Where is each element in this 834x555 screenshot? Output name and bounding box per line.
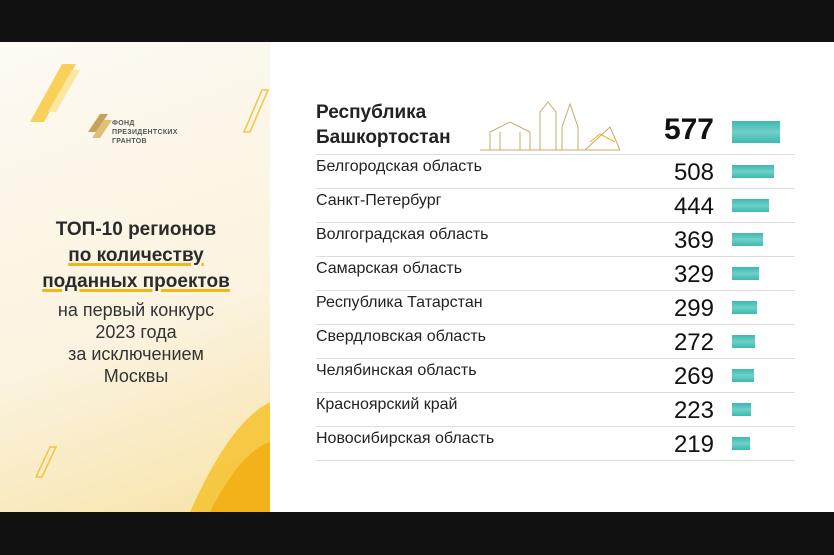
logo-text: ГРАНТОВ [112, 138, 147, 145]
row-separator [316, 290, 795, 291]
decor-shape [48, 70, 80, 112]
value-label: 299 [673, 295, 714, 322]
value-label: 577 [663, 113, 714, 146]
category-label: Челябинская область [316, 362, 477, 379]
bar [732, 300, 757, 314]
value-label: 369 [673, 227, 714, 254]
value-label: 219 [673, 431, 714, 458]
subtitle-line: 2023 года [95, 322, 177, 342]
row-separator [316, 426, 795, 427]
category-label: Самарская область [316, 260, 463, 277]
value-label: 269 [673, 363, 714, 390]
bar [732, 436, 751, 450]
city-illustration [480, 101, 621, 151]
category-label: Белгородская область [316, 158, 482, 175]
title-line: по количеству [68, 245, 204, 266]
subtitle-line: на первый конкурс [57, 300, 215, 320]
category-label: Свердловская область [316, 328, 486, 345]
row-separator [316, 324, 795, 325]
decor [30, 64, 270, 512]
category-label: Красноярский край [316, 396, 458, 413]
subtitle-line: Москвы [103, 366, 169, 386]
category-label: Волгоградская область [316, 226, 489, 243]
decor-shape [210, 442, 270, 512]
decor-shape [242, 89, 270, 133]
bar [732, 164, 775, 178]
value-label: 444 [673, 193, 714, 220]
bar [732, 334, 755, 348]
category-label: Республика Татарстан [316, 294, 483, 311]
bar [732, 232, 763, 246]
value-label: 223 [673, 397, 714, 424]
decor-shape [34, 446, 58, 478]
row-separator [316, 256, 795, 257]
row-separator [316, 222, 795, 223]
bar [732, 402, 751, 416]
logo-text: ПРЕЗИДЕНТСКИХ [112, 129, 178, 136]
logo-text: ФОНД [112, 120, 135, 127]
value-label: 272 [673, 329, 714, 356]
category-label: Санкт-Петербург [316, 192, 442, 209]
category-label: Республика Башкортостан [316, 102, 451, 148]
row-separator [316, 392, 795, 393]
bar [732, 198, 769, 212]
decor-shape [30, 64, 76, 122]
logo-mark [92, 120, 112, 138]
category-label: Новосибирская область [316, 430, 495, 447]
left-panel [0, 42, 270, 512]
row-separator [316, 460, 795, 461]
logo-mark [88, 114, 108, 132]
value-label: 329 [673, 261, 714, 288]
bar [732, 368, 755, 382]
bar [732, 266, 760, 280]
row-separator [316, 188, 795, 189]
title-line: ТОП-10 регионов [55, 219, 217, 240]
row-separator [316, 358, 795, 359]
value-label: 508 [673, 159, 714, 186]
subtitle-line: за исключением [68, 344, 204, 364]
row-separator [316, 154, 795, 155]
title-line: поданных проектов [42, 271, 230, 292]
bar [732, 121, 780, 143]
